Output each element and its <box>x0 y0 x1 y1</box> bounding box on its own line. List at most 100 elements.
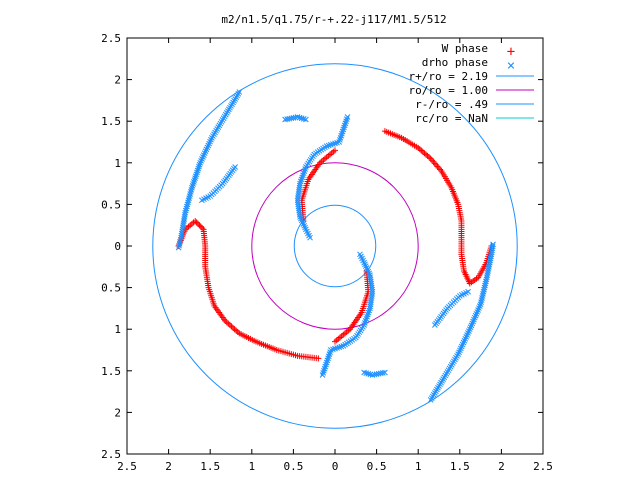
point-1-2-59 <box>481 286 487 293</box>
y-tick-label: 1 <box>114 157 121 170</box>
point-1-3-46 <box>192 173 199 180</box>
legend-label-rplus: r+/ro = 2.19 <box>409 70 488 83</box>
x-tick-label: 0.5 <box>367 460 387 473</box>
point-1-2-60 <box>481 284 488 291</box>
y-tick-label: 0.5 <box>101 198 121 211</box>
point-1-2-63 <box>483 278 489 285</box>
point-1-1-56 <box>297 214 303 220</box>
point-1-2-61 <box>482 282 488 289</box>
circle-2 <box>293 204 377 288</box>
point-1-2-62 <box>482 280 489 287</box>
x-tick-label: 0 <box>332 460 339 473</box>
y-tick-label: 1.5 <box>101 115 121 128</box>
point-1-2-54 <box>478 297 485 303</box>
point-0-0-23 <box>423 151 429 158</box>
point-1-0-67 <box>357 251 363 258</box>
point-1-5-10 <box>361 369 367 376</box>
x-tick-label: 2 <box>498 460 505 473</box>
point-1-1-59 <box>299 219 306 226</box>
y-tick-label: 2 <box>114 406 121 419</box>
point-1-6-22 <box>199 197 205 204</box>
series-1 <box>175 89 496 403</box>
point-1-3-50 <box>190 181 197 187</box>
y-tick-label: 0 <box>114 240 121 253</box>
point-1-2-52 <box>477 301 484 308</box>
point-0-0-26 <box>427 155 434 162</box>
point-0-1-46 <box>226 322 233 329</box>
point-1-1-55 <box>296 211 303 218</box>
point-1-3-45 <box>193 171 200 178</box>
point-0-0-21 <box>419 148 426 155</box>
point-1-1-62 <box>302 224 308 231</box>
point-0-0-22 <box>421 150 428 157</box>
legend: W phase + drho phase × r+/ro = 2.19 ro/r… <box>409 42 534 125</box>
point-1-3-40 <box>196 161 203 168</box>
legend-marker-drho-phase: × <box>507 58 515 74</box>
point-1-2-56 <box>479 293 486 299</box>
x-tick-label: 1 <box>248 460 255 473</box>
point-0-0-30 <box>433 161 440 168</box>
point-0-0-32 <box>435 165 442 171</box>
x-axis-ticks: 2.5 2 1.5 1 0.5 0 0.5 1 1.5 2 2.5 <box>117 38 553 473</box>
point-1-3-80 <box>176 242 182 249</box>
point-1-3-42 <box>195 165 202 172</box>
x-tick-label: 1.5 <box>450 460 470 473</box>
point-0-0-25 <box>426 154 433 161</box>
point-1-1-60 <box>300 221 307 227</box>
point-1-0-62 <box>362 261 368 268</box>
point-0-1-43 <box>231 326 238 333</box>
point-0-1-97 <box>197 223 204 230</box>
point-1-2-58 <box>480 288 487 295</box>
point-0-1-96 <box>199 224 206 231</box>
point-1-3-47 <box>192 175 198 182</box>
point-1-2-55 <box>479 295 485 301</box>
point-0-1-48 <box>223 319 230 326</box>
point-1-0-47 <box>369 290 375 297</box>
point-1-2-80 <box>489 243 496 250</box>
point-1-0-56 <box>367 272 373 278</box>
legend-label-rminus: r-/ro = .49 <box>415 98 488 111</box>
x-tick-label: 1 <box>415 460 422 473</box>
x-tick-label: 2.5 <box>533 460 553 473</box>
point-1-0-58 <box>365 268 372 275</box>
reference-circles <box>152 63 518 429</box>
legend-label-rc: rc/ro = NaN <box>415 112 488 125</box>
point-0-0-28 <box>430 158 437 165</box>
point-1-2-57 <box>480 290 486 297</box>
point-1-3-48 <box>191 177 198 183</box>
circle-1 <box>251 162 419 330</box>
point-1-2-81 <box>490 241 496 248</box>
point-0-1-44 <box>230 324 237 331</box>
point-1-3-49 <box>190 179 197 185</box>
point-1-1-61 <box>301 222 308 229</box>
point-0-1-95 <box>200 226 207 233</box>
point-0-0-29 <box>431 160 438 167</box>
point-0-0-27 <box>429 157 436 164</box>
point-0-0-31 <box>434 163 441 170</box>
point-1-3-51 <box>189 182 196 189</box>
x-tick-label: 2 <box>165 460 172 473</box>
point-1-7-22 <box>465 288 471 295</box>
legend-marker-w-phase: + <box>507 44 515 60</box>
y-tick-label: 1 <box>114 323 121 336</box>
point-1-0-60 <box>363 265 370 271</box>
legend-label-drho-phase: drho phase <box>422 56 488 69</box>
y-tick-label: 2.5 <box>101 448 121 461</box>
data-points <box>175 89 496 403</box>
point-1-3-43 <box>194 167 201 174</box>
y-tick-label: 2 <box>114 74 121 87</box>
y-tick-label: 1.5 <box>101 365 121 378</box>
point-0-1-99 <box>194 220 201 227</box>
y-tick-label: 2.5 <box>101 32 121 45</box>
point-0-1-45 <box>228 323 235 330</box>
x-tick-label: 1.5 <box>200 460 220 473</box>
legend-label-ro: ro/ro = 1.00 <box>409 84 488 97</box>
point-0-0-20 <box>418 147 425 154</box>
point-1-3-39 <box>197 159 204 166</box>
point-1-2-53 <box>478 299 484 306</box>
point-0-1-98 <box>196 222 203 229</box>
y-axis-ticks: 2.5 2 1.5 1 0.5 0 0.5 1 1.5 2 2.5 <box>101 32 543 461</box>
point-1-3-41 <box>196 163 202 170</box>
point-0-0-24 <box>424 152 431 159</box>
